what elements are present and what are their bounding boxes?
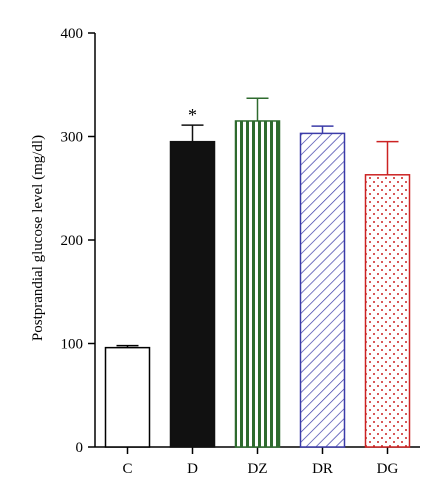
y-tick-label: 200 xyxy=(61,233,84,249)
y-axis-title: Postprandial glucose level (mg/dl) xyxy=(30,135,46,341)
y-axis: 0 100 200 300 400 xyxy=(61,26,96,456)
bar-dg xyxy=(364,174,411,448)
y-tick-label: 0 xyxy=(76,440,84,456)
x-tick-label: DG xyxy=(377,461,399,477)
significance-marker: * xyxy=(188,105,197,125)
bar-c xyxy=(104,346,151,448)
x-tick-label: C xyxy=(122,461,132,477)
y-tick-label: 100 xyxy=(61,337,84,353)
x-tick-label: DZ xyxy=(248,461,268,477)
bars-group: * xyxy=(104,97,411,448)
x-axis: C D DZ DR DG xyxy=(95,446,420,477)
x-tick-label: D xyxy=(187,461,198,477)
y-tick-label: 400 xyxy=(61,26,84,42)
bar-dz xyxy=(234,120,281,448)
y-tick-label: 300 xyxy=(61,130,84,146)
bar-dr xyxy=(299,132,346,448)
bar-d xyxy=(169,140,216,448)
x-tick-label: DR xyxy=(312,461,333,477)
